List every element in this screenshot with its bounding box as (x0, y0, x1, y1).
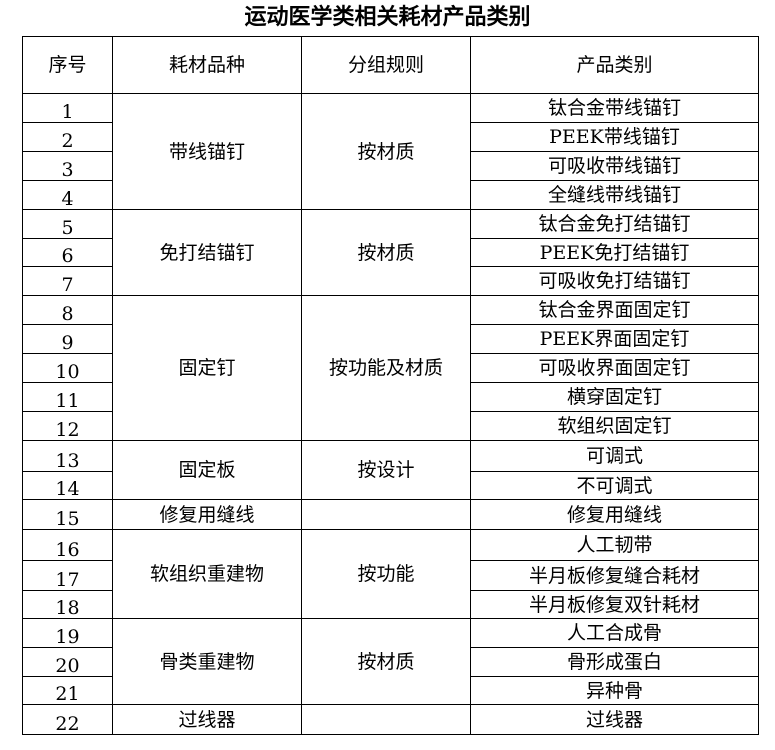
row-number: 11 (22, 382, 113, 412)
row-number: 17 (22, 560, 113, 591)
row-number: 3 (22, 151, 113, 181)
product-category-cell: 全缝线带线锚钉 (470, 180, 759, 210)
row-number: 7 (22, 266, 113, 296)
row-number: 12 (22, 411, 113, 441)
row-number: 22 (22, 704, 113, 735)
grouping-rule-cell: 按材质 (301, 209, 471, 296)
variety-cell: 带线锚钉 (112, 93, 302, 210)
row-number: 9 (22, 324, 113, 354)
product-category-cell: 人工合成骨 (470, 618, 759, 648)
product-category-cell: 可吸收界面固定钉 (470, 353, 759, 383)
variety-cell: 固定板 (112, 440, 302, 500)
grouping-rule-cell: 按功能及材质 (301, 295, 471, 441)
table-row: 1 带线锚钉 按材质 钛合金带线锚钉 (22, 93, 759, 210)
table-row: 19 骨类重建物 按材质 人工合成骨 (22, 618, 759, 705)
table-row: 9 PEEK界面固定钉 (22, 324, 759, 354)
grouping-rule-cell: 按设计 (301, 440, 471, 500)
row-number: 4 (22, 180, 113, 210)
grouping-rule-cell (301, 704, 471, 735)
table-row: 18 半月板修复双针耗材 (22, 590, 759, 619)
row-number: 20 (22, 647, 113, 677)
product-category-cell: 人工韧带 (470, 529, 759, 561)
product-category-cell: 半月板修复双针耗材 (470, 590, 759, 619)
table-row: 2 PEEK带线锚钉 (22, 122, 759, 152)
table-header-row: 序号 耗材品种 分组规则 产品类别 (22, 36, 759, 94)
row-number: 2 (22, 122, 113, 152)
row-number: 6 (22, 238, 113, 267)
variety-cell: 软组织重建物 (112, 529, 302, 619)
table-row: 5 免打结锚钉 按材质 钛合金免打结锚钉 (22, 209, 759, 296)
table-row: 15 修复用缝线 修复用缝线 (22, 499, 759, 530)
product-category-cell: 骨形成蛋白 (470, 647, 759, 677)
header-number: 序号 (22, 36, 113, 94)
grouping-rule-cell (301, 499, 471, 530)
table-row: 20 骨形成蛋白 (22, 647, 759, 677)
variety-cell: 免打结锚钉 (112, 209, 302, 296)
product-category-cell: 钛合金带线锚钉 (470, 93, 759, 123)
row-number: 13 (22, 440, 113, 472)
product-category-table: 序号 耗材品种 分组规则 产品类别 1 带线锚钉 按材质 钛合金带线锚钉 2 PEEK带线… (22, 36, 759, 735)
header-product-category: 产品类别 (470, 36, 759, 94)
product-category-cell: 过线器 (470, 704, 759, 735)
row-number: 8 (22, 295, 113, 325)
product-category-cell: 可吸收免打结锚钉 (470, 266, 759, 296)
variety-cell: 过线器 (112, 704, 302, 735)
table-row: 8 固定钉 按功能及材质 钛合金界面固定钉 (22, 295, 759, 441)
table-row: 4 全缝线带线锚钉 (22, 180, 759, 210)
table-row: 3 可吸收带线锚钉 (22, 151, 759, 181)
product-category-cell: 不可调式 (470, 471, 759, 500)
table-row: 17 半月板修复缝合耗材 (22, 560, 759, 591)
product-category-cell: 修复用缝线 (470, 499, 759, 530)
table-row: 21 异种骨 (22, 676, 759, 705)
row-number: 15 (22, 499, 113, 530)
product-category-cell: 横穿固定钉 (470, 382, 759, 412)
row-number: 1 (22, 93, 113, 123)
table-row: 22 过线器 过线器 (22, 704, 759, 735)
row-number: 16 (22, 529, 113, 561)
product-category-cell: 可吸收带线锚钉 (470, 151, 759, 181)
table-row: 7 可吸收免打结锚钉 (22, 266, 759, 296)
grouping-rule-cell: 按材质 (301, 618, 471, 705)
product-category-cell: PEEK界面固定钉 (470, 324, 759, 354)
grouping-rule-cell: 按材质 (301, 93, 471, 210)
table-row: 13 固定板 按设计 可调式 (22, 440, 759, 500)
row-number: 21 (22, 676, 113, 705)
header-variety: 耗材品种 (112, 36, 302, 94)
table-row: 6 PEEK免打结锚钉 (22, 238, 759, 267)
product-category-cell: 钛合金界面固定钉 (470, 295, 759, 325)
grouping-rule-cell: 按功能 (301, 529, 471, 619)
product-category-cell: 异种骨 (470, 676, 759, 705)
row-number: 10 (22, 353, 113, 383)
product-category-cell: 软组织固定钉 (470, 411, 759, 441)
product-category-cell: 钛合金免打结锚钉 (470, 209, 759, 239)
document-title: 运动医学类相关耗材产品类别 (244, 4, 531, 30)
table-row: 11 横穿固定钉 (22, 382, 759, 412)
header-grouping-rule: 分组规则 (301, 36, 471, 94)
row-number: 14 (22, 471, 113, 500)
product-category-cell: PEEK免打结锚钉 (470, 238, 759, 267)
row-number: 18 (22, 590, 113, 619)
product-category-cell: 半月板修复缝合耗材 (470, 560, 759, 591)
variety-cell: 固定钉 (112, 295, 302, 441)
row-number: 5 (22, 209, 113, 239)
product-category-cell: PEEK带线锚钉 (470, 122, 759, 152)
table-row: 16 软组织重建物 按功能 人工韧带 (22, 529, 759, 619)
table-row: 10 可吸收界面固定钉 (22, 353, 759, 383)
variety-cell: 骨类重建物 (112, 618, 302, 705)
product-category-cell: 可调式 (470, 440, 759, 472)
variety-cell: 修复用缝线 (112, 499, 302, 530)
row-number: 19 (22, 618, 113, 648)
table-row: 14 不可调式 (22, 471, 759, 500)
